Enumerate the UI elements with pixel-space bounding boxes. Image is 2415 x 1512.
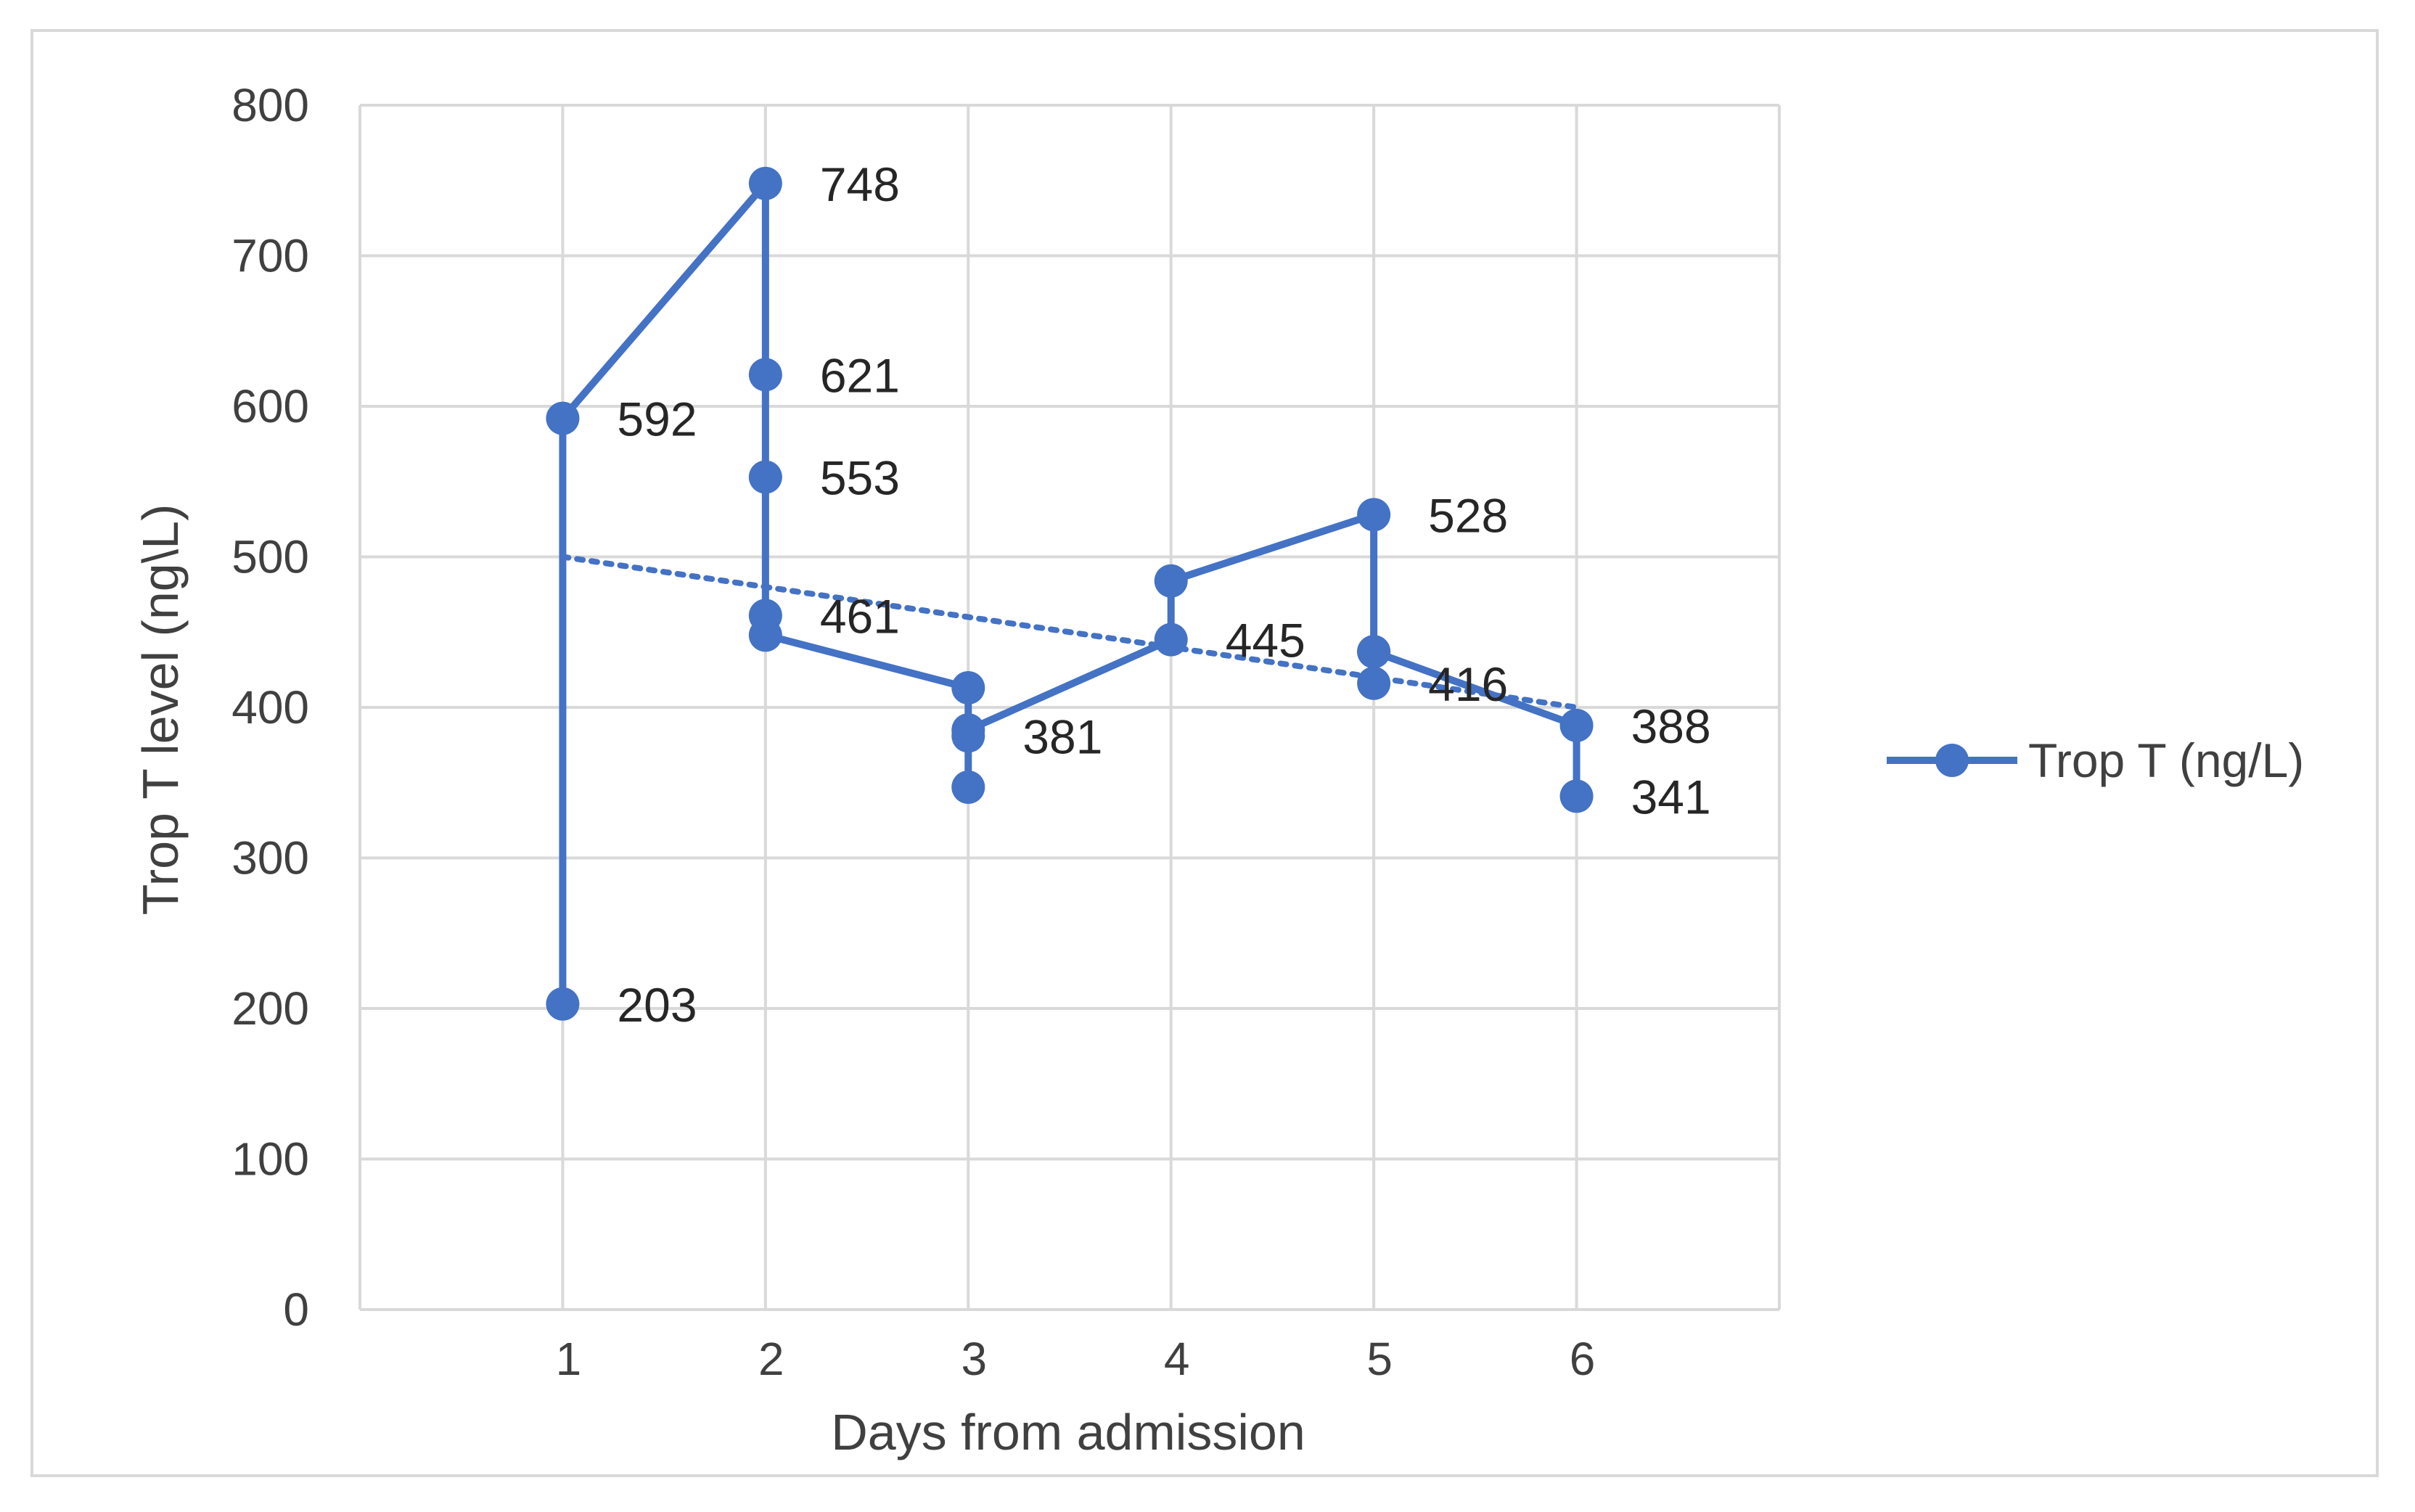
x-tick-label: 2 [758,1333,784,1385]
legend: Trop T (ng/L) [1887,734,2304,787]
data-point-marker [951,671,985,705]
data-point-marker [1559,708,1594,742]
data-label: 748 [820,157,900,211]
y-tick-label: 500 [231,531,309,583]
x-axis-title: Days from admission [831,1404,1305,1460]
data-label: 203 [617,978,697,1032]
legend-label: Trop T (ng/L) [2028,734,2304,787]
tick-labels: 0 100 200 300 400 500 600 700 800 1 2 3 4 5 6 [231,79,1595,1385]
x-tick-label: 5 [1366,1333,1393,1385]
data-label: 461 [820,589,900,643]
y-tick-label: 300 [231,832,309,884]
y-axis-title: Trop T level (ng\L) [132,504,189,916]
data-point-marker [1559,779,1594,813]
data-point-marker [748,166,782,200]
x-tick-label: 4 [1164,1333,1190,1385]
x-tick-label: 3 [961,1333,987,1385]
data-label: 528 [1428,488,1508,542]
data-point-marker [546,987,580,1021]
data-point-marker [1357,666,1391,700]
data-point-marker [951,770,985,804]
y-tick-label: 800 [231,79,309,131]
x-tick-label: 1 [556,1333,582,1385]
y-tick-label: 100 [231,1133,309,1186]
series-line [559,179,1580,1004]
series-trop-t [546,166,1594,1021]
data-point-marker [546,401,580,435]
data-point-marker [748,358,782,392]
data-label: 341 [1631,770,1711,823]
data-point-marker [748,460,782,494]
trendline-dotted [559,554,1580,710]
data-point-marker [1357,635,1391,669]
x-tick-label: 6 [1570,1333,1596,1385]
data-labels: 203 592 748 621 553 461 381 445 528 416 388 341 [617,157,1710,1032]
data-point-marker [1154,564,1188,598]
data-label: 388 [1631,699,1711,753]
data-label: 592 [617,393,697,446]
y-tick-label: 400 [231,681,309,734]
data-point-marker [1154,623,1188,657]
data-label: 445 [1226,614,1305,667]
y-tick-label: 200 [231,982,309,1035]
y-tick-label: 0 [283,1283,309,1336]
data-label: 553 [820,451,900,505]
chart-frame [30,29,2379,1477]
data-label: 381 [1022,710,1102,763]
data-label: 621 [820,348,900,402]
legend-marker [1935,744,1969,777]
trendline [559,554,1580,710]
data-point-marker [748,618,782,652]
data-point-marker [1357,498,1391,532]
y-tick-label: 600 [231,380,309,432]
data-point-marker [951,713,985,747]
data-label: 416 [1428,657,1508,711]
y-tick-label: 700 [231,230,309,282]
